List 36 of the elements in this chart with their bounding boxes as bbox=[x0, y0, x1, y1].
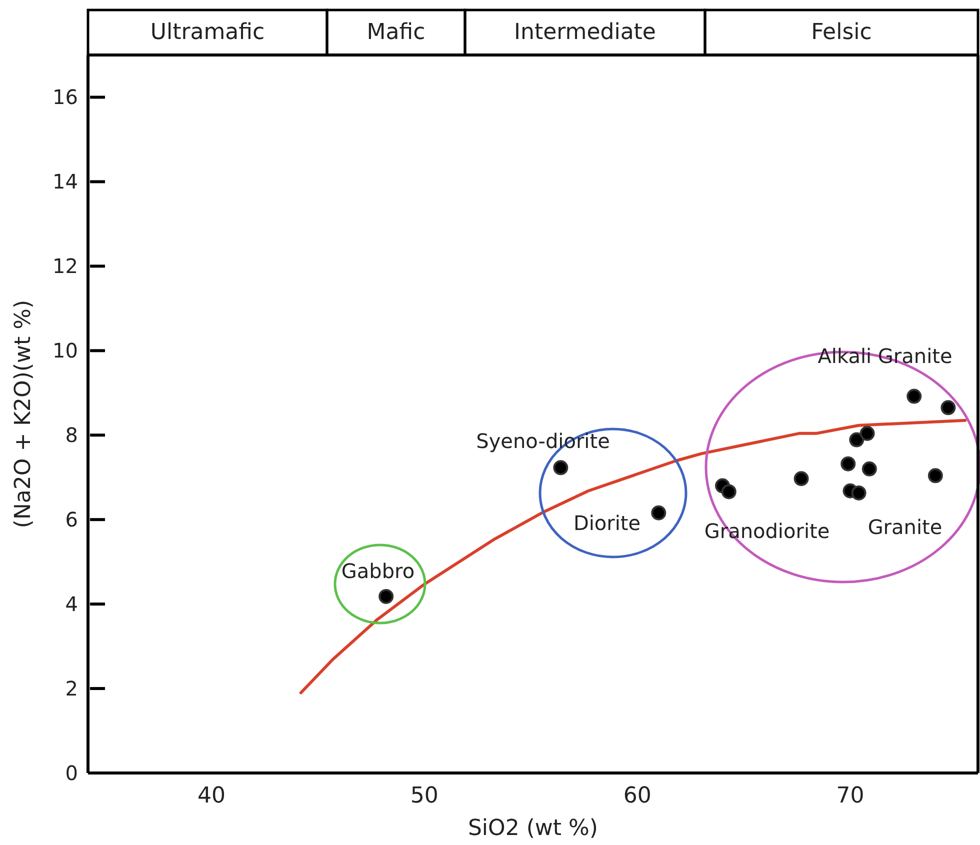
point bbox=[840, 456, 856, 472]
y-tick-label: 6 bbox=[65, 508, 78, 532]
point bbox=[940, 400, 956, 416]
x-axis-title: SiO2 (wt %) bbox=[468, 816, 598, 841]
y-tick-label: 12 bbox=[52, 254, 78, 278]
annotation: Granite bbox=[868, 515, 942, 539]
point bbox=[378, 588, 394, 604]
y-tick-label: 4 bbox=[65, 592, 78, 616]
y-tick-label: 8 bbox=[65, 423, 78, 448]
point bbox=[928, 468, 943, 484]
point bbox=[862, 461, 877, 476]
y-tick-label: 16 bbox=[52, 85, 78, 110]
x-tick-label: 40 bbox=[197, 784, 226, 809]
text: Felsic bbox=[811, 20, 872, 45]
point bbox=[553, 460, 568, 476]
x-tick-label: 50 bbox=[410, 784, 438, 809]
x-tick-label: 60 bbox=[623, 784, 652, 809]
point bbox=[849, 432, 864, 448]
point bbox=[851, 485, 866, 500]
point bbox=[906, 388, 922, 404]
y-axis-title: (Na2O + K2O)(wt %) bbox=[11, 300, 36, 528]
line-series bbox=[299, 418, 967, 694]
annotation: Gabbro bbox=[341, 559, 415, 583]
annotation: Diorite bbox=[573, 511, 641, 535]
text: Ultramafic bbox=[150, 20, 265, 45]
text: Intermediate bbox=[514, 20, 656, 45]
point bbox=[721, 484, 736, 500]
y-tick-label: 10 bbox=[52, 338, 78, 363]
point bbox=[860, 426, 875, 441]
point bbox=[651, 505, 666, 520]
x-tick-label: 70 bbox=[836, 784, 864, 809]
y-tick-label: 0 bbox=[65, 761, 78, 785]
point bbox=[794, 471, 809, 486]
y-tick-label: 2 bbox=[65, 676, 78, 701]
text: Mafic bbox=[366, 20, 426, 45]
y-tick-label: 14 bbox=[52, 170, 78, 194]
